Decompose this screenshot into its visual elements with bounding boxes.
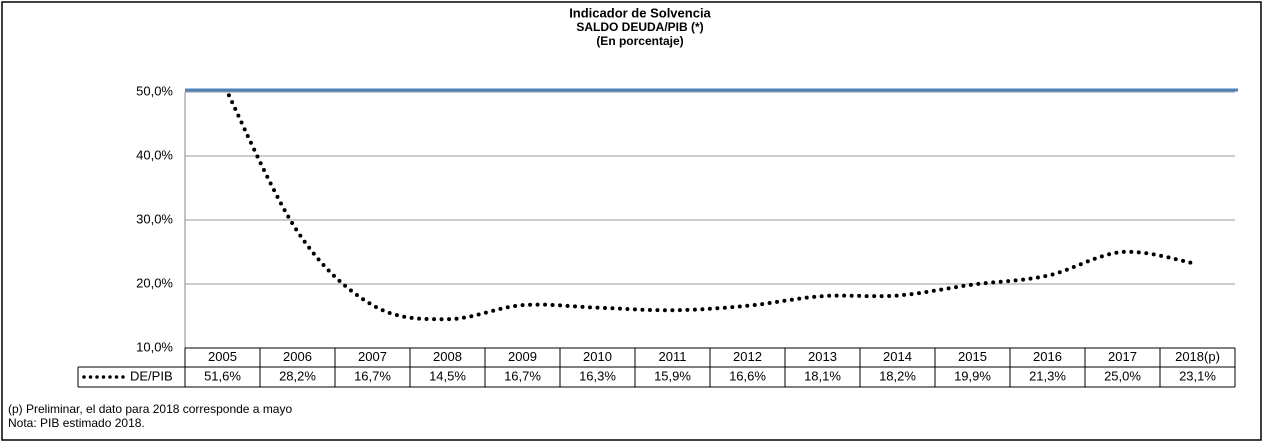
x-tick-label: 2016 — [1033, 349, 1062, 364]
chart-subtitle: SALDO DEUDA/PIB (*) — [576, 20, 703, 34]
table-value: 16,6% — [729, 368, 766, 383]
chart-subtitle: (En porcentaje) — [596, 34, 683, 48]
table-value: 25,0% — [1104, 368, 1141, 383]
table-value: 16,3% — [579, 368, 616, 383]
legend-label: DE/PIB — [130, 368, 173, 383]
table-value: 15,9% — [654, 368, 691, 383]
x-tick-label: 2008 — [433, 349, 462, 364]
x-tick-label: 2007 — [358, 349, 387, 364]
table-value: 19,9% — [954, 368, 991, 383]
table-value: 16,7% — [504, 368, 541, 383]
footnote: (p) Preliminar, el dato para 2018 corres… — [8, 402, 292, 416]
y-tick-label: 30,0% — [136, 211, 173, 226]
table-value: 28,2% — [279, 368, 316, 383]
y-tick-label: 20,0% — [136, 275, 173, 290]
y-tick-label: 10,0% — [136, 339, 173, 354]
table-value: 23,1% — [1179, 368, 1216, 383]
x-tick-label: 2009 — [508, 349, 537, 364]
x-tick-label: 2017 — [1108, 349, 1137, 364]
footnote: Nota: PIB estimado 2018. — [8, 416, 145, 430]
x-tick-label: 2015 — [958, 349, 987, 364]
chart-title: Indicador de Solvencia — [569, 5, 711, 20]
x-tick-label: 2012 — [733, 349, 762, 364]
x-tick-label: 2006 — [283, 349, 312, 364]
x-tick-label: 2014 — [883, 349, 912, 364]
table-value: 14,5% — [429, 368, 466, 383]
table-value: 18,2% — [879, 368, 916, 383]
data-line — [224, 91, 1200, 322]
x-tick-label: 2011 — [659, 349, 687, 364]
x-tick-label: 2018(p) — [1175, 349, 1220, 364]
y-tick-label: 50,0% — [136, 83, 173, 98]
table-value: 16,7% — [354, 368, 391, 383]
table-value: 51,6% — [204, 368, 241, 383]
x-tick-label: 2005 — [208, 349, 237, 364]
table-value: 21,3% — [1029, 368, 1066, 383]
table-value: 18,1% — [804, 368, 841, 383]
y-tick-label: 40,0% — [136, 147, 173, 162]
x-tick-label: 2010 — [583, 349, 612, 364]
x-tick-label: 2013 — [808, 349, 837, 364]
